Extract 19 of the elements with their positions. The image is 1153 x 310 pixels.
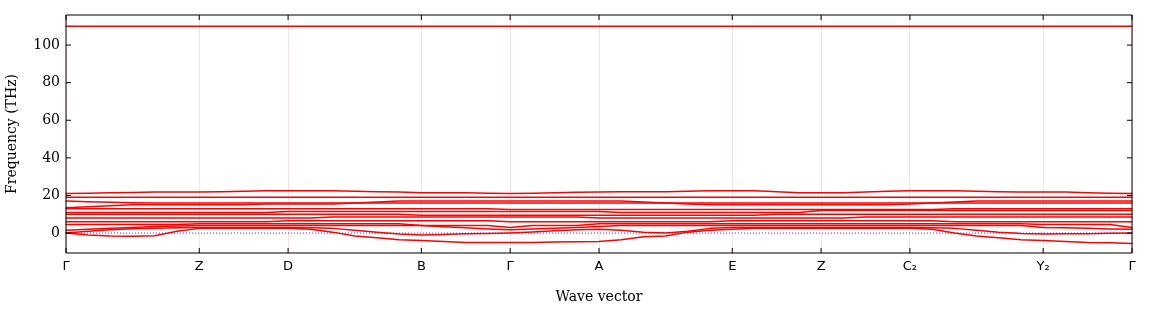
x-tick-label: Z: [816, 258, 826, 274]
y-tick-label: 40: [42, 148, 60, 165]
x-tick-label: Γ: [1128, 258, 1137, 274]
x-tick-label: D: [283, 258, 294, 274]
x-tick-label: E: [728, 258, 737, 274]
y-tick-label: 60: [42, 110, 60, 127]
y-tick-label: 0: [51, 223, 60, 240]
y-axis-title: Frequency (THz): [3, 73, 20, 195]
y-tick-label: 80: [42, 73, 60, 90]
x-tick-label: Y₂: [1035, 258, 1050, 274]
x-tick-label: B: [416, 258, 426, 274]
x-tick-label: C₂: [902, 258, 918, 274]
x-tick-label: Z: [194, 258, 204, 274]
x-tick-label: Γ: [506, 258, 515, 274]
y-tick-label: 100: [33, 35, 60, 52]
y-tick-label: 20: [42, 186, 60, 203]
x-tick-label: Γ: [62, 258, 71, 274]
x-axis-title: Wave vector: [555, 288, 643, 305]
x-tick-label: A: [594, 258, 604, 274]
